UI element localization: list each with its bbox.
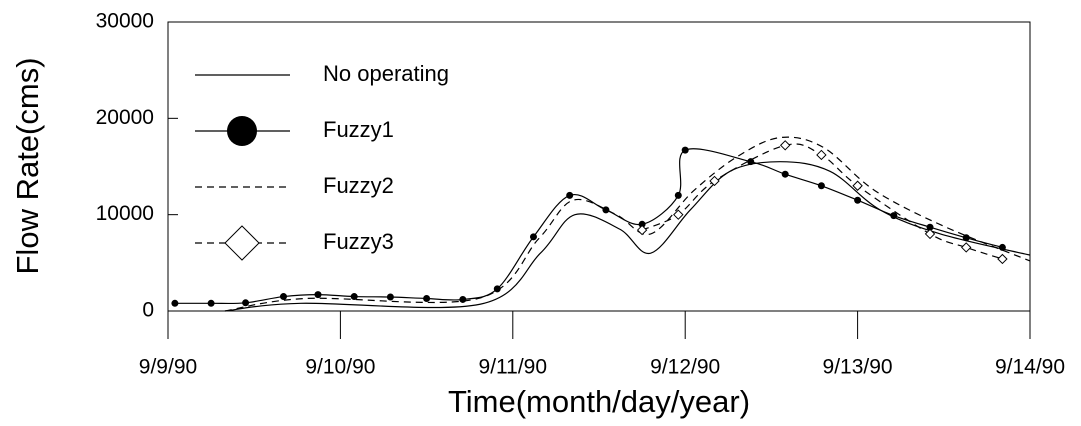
- plot-frame: [167, 21, 1031, 312]
- data-point: [681, 146, 689, 154]
- x-tick-label: 9/9/90: [139, 356, 197, 379]
- data-point: [423, 294, 431, 302]
- legend-marker: [224, 225, 260, 261]
- series-line: [641, 143, 1003, 260]
- x-tick-label: 9/10/90: [305, 356, 375, 379]
- legend-label: Fuzzy3: [323, 229, 394, 254]
- data-point: [747, 158, 755, 166]
- series-line: [224, 136, 1031, 312]
- legend-label: No operating: [323, 61, 449, 86]
- legend-label: Fuzzy2: [323, 173, 394, 198]
- data-point: [779, 140, 791, 151]
- data-point: [207, 299, 215, 307]
- y-tick-label: 30000: [96, 10, 154, 33]
- data-point: [926, 223, 934, 231]
- x-axis-title: Time(month/day/year): [448, 384, 750, 419]
- data-point: [674, 191, 682, 199]
- data-point: [636, 224, 648, 236]
- y-tick-label: 20000: [96, 106, 154, 129]
- data-point: [852, 180, 863, 191]
- data-point: [673, 209, 684, 220]
- data-point: [566, 191, 574, 199]
- data-point: [816, 149, 827, 161]
- data-point: [602, 206, 610, 214]
- data-point: [997, 253, 1008, 265]
- data-point: [962, 234, 970, 242]
- y-tick-label: 0: [142, 299, 154, 322]
- data-point: [242, 299, 250, 307]
- data-point: [493, 285, 501, 293]
- x-tick-label: 9/13/90: [823, 356, 893, 379]
- data-point: [924, 228, 936, 240]
- x-tick-label: 9/14/90: [995, 356, 1065, 379]
- data-point: [817, 182, 825, 190]
- data-point: [350, 293, 358, 301]
- data-point: [709, 175, 720, 187]
- series-line: [174, 148, 1003, 305]
- data-point: [890, 212, 898, 220]
- data-point: [998, 243, 1006, 251]
- data-point: [314, 291, 322, 299]
- x-tick-label: 9/12/90: [650, 356, 720, 379]
- data-point: [280, 293, 288, 301]
- x-tick-label: 9/11/90: [479, 356, 548, 379]
- data-point: [781, 170, 789, 178]
- data-point: [854, 196, 862, 204]
- data-point: [459, 295, 467, 303]
- y-axis-title: Flow Rate(cms): [10, 57, 45, 274]
- y-tick-label: 10000: [96, 202, 154, 225]
- data-point: [171, 299, 179, 307]
- data-point: [961, 242, 972, 253]
- legend-marker: [227, 116, 257, 146]
- data-point: [529, 233, 537, 241]
- data-point: [386, 293, 394, 301]
- data-point: [638, 220, 646, 228]
- legend-label: Fuzzy1: [323, 117, 394, 142]
